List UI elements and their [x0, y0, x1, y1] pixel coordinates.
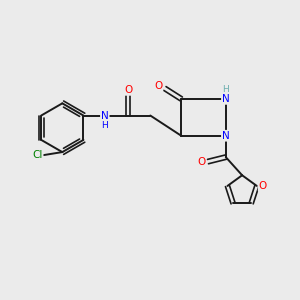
Text: O: O	[124, 85, 132, 95]
Text: Cl: Cl	[32, 150, 43, 160]
Text: O: O	[259, 181, 267, 191]
Text: H: H	[101, 121, 108, 130]
Text: N: N	[222, 131, 230, 141]
Text: O: O	[197, 157, 206, 166]
Text: N: N	[101, 110, 109, 121]
Text: H: H	[222, 85, 229, 94]
Text: O: O	[154, 80, 162, 91]
Text: N: N	[222, 94, 230, 104]
